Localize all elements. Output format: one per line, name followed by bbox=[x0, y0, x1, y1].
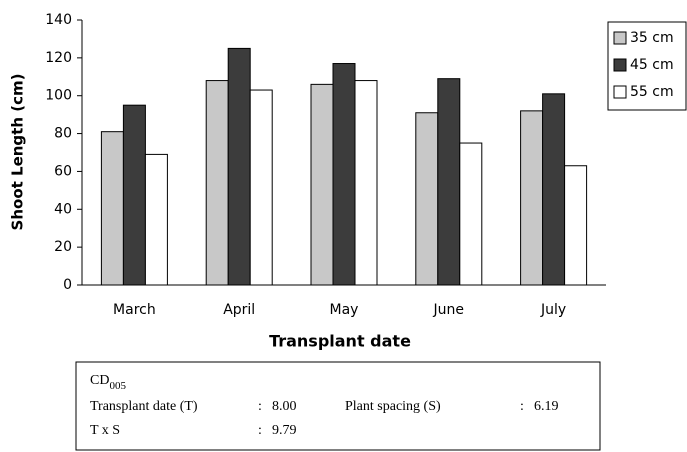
y-tick-label: 100 bbox=[45, 88, 72, 104]
y-tick-label: 120 bbox=[45, 50, 72, 66]
x-tick-label: June bbox=[433, 302, 465, 318]
stats-separator: : bbox=[258, 423, 262, 438]
bar bbox=[144, 153, 168, 286]
y-tick-label: 60 bbox=[54, 163, 72, 179]
stats-label: Transplant date (T) bbox=[90, 399, 198, 414]
stats-value: 6.19 bbox=[534, 399, 559, 414]
stats-label: T x S bbox=[90, 423, 120, 438]
x-axis-label: Transplant date bbox=[269, 332, 411, 351]
bar bbox=[520, 110, 544, 286]
bar bbox=[227, 47, 251, 286]
cd-subscript: 005 bbox=[109, 380, 126, 392]
bar bbox=[415, 112, 439, 286]
stats-label: Plant spacing (S) bbox=[345, 399, 441, 414]
bar bbox=[332, 63, 356, 286]
bar bbox=[310, 83, 334, 286]
x-tick-label: March bbox=[113, 302, 156, 318]
stats-separator: : bbox=[258, 399, 262, 414]
y-tick-label: 40 bbox=[54, 201, 72, 217]
cd-label: CD005 bbox=[90, 373, 126, 391]
bar bbox=[564, 165, 588, 286]
y-tick-label: 80 bbox=[54, 126, 72, 142]
bar bbox=[354, 80, 378, 286]
cd-label: CD bbox=[90, 373, 109, 388]
stats-value: 8.00 bbox=[272, 399, 297, 414]
y-tick-label: 140 bbox=[45, 12, 72, 28]
y-axis-label: Shoot Length (cm) bbox=[9, 74, 27, 231]
bar bbox=[542, 93, 566, 286]
bar bbox=[249, 89, 273, 286]
bar bbox=[459, 142, 483, 286]
legend-swatch bbox=[613, 31, 627, 45]
legend-swatch bbox=[613, 58, 627, 72]
stats-value: 9.79 bbox=[272, 423, 297, 438]
y-tick-label: 20 bbox=[54, 239, 72, 255]
legend-label: 55 cm bbox=[630, 84, 674, 100]
legend-label: 35 cm bbox=[630, 30, 674, 46]
x-tick-label: July bbox=[540, 302, 566, 318]
stats-box bbox=[75, 361, 601, 451]
bar bbox=[100, 131, 124, 286]
stats-separator: : bbox=[520, 399, 524, 414]
x-tick-label: May bbox=[330, 302, 359, 318]
bar bbox=[437, 78, 461, 286]
legend-swatch bbox=[613, 85, 627, 99]
x-tick-label: April bbox=[223, 302, 255, 318]
bar bbox=[122, 104, 146, 286]
y-tick-label: 0 bbox=[63, 277, 72, 293]
bar bbox=[205, 80, 229, 286]
legend-label: 45 cm bbox=[630, 57, 674, 73]
